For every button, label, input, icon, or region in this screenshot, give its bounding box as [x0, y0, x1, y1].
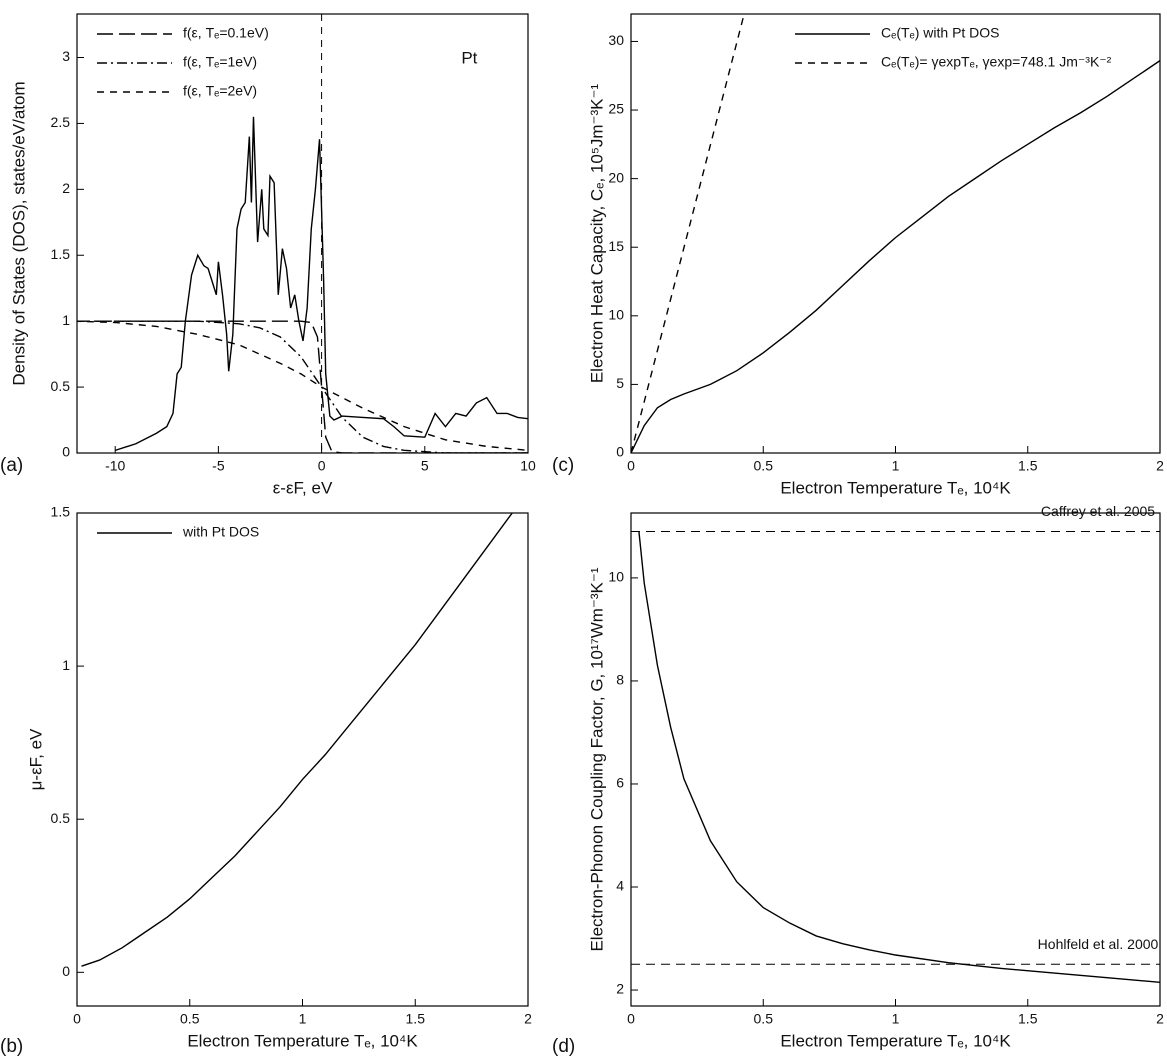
y-tick-label: 30	[608, 32, 624, 48]
legend-label: with Pt DOS	[182, 524, 259, 540]
legend-label: f(ε, Tₑ=0.1eV)	[183, 25, 269, 41]
data-line	[114, 116, 528, 452]
x-tick-label: 2	[1156, 1011, 1164, 1027]
y-tick-label: 3	[62, 48, 70, 64]
y-tick-label: 2.5	[51, 114, 71, 130]
x-tick-label: 1	[892, 458, 900, 474]
y-tick-label: 0.5	[51, 378, 71, 394]
panel-label: (b)	[0, 1036, 23, 1057]
x-tick-label: -5	[212, 458, 225, 474]
y-axis-label: μ-εF, eV	[26, 728, 45, 790]
data-line	[631, 60, 1160, 453]
x-axis-label: ε-εF, eV	[273, 478, 333, 497]
y-tick-label: 2	[62, 180, 70, 196]
y-tick-label: 4	[616, 878, 624, 894]
x-tick-label: -10	[105, 458, 125, 474]
annotation: Pt	[461, 48, 477, 67]
y-axis-label: Density of States (DOS), states/eV/atom	[9, 81, 28, 385]
data-line	[77, 320, 528, 452]
x-tick-label: 1	[892, 1011, 900, 1027]
x-tick-label: 0.5	[754, 458, 774, 474]
y-tick-label: 0	[616, 444, 624, 460]
plot-frame	[630, 13, 1161, 454]
x-tick-label: 0	[73, 1011, 81, 1027]
x-tick-label: 0.5	[180, 1011, 200, 1027]
data-line	[638, 531, 1160, 983]
x-axis-label: Electron Temperature Tₑ, 10⁴K	[780, 1031, 1011, 1050]
x-axis-label: Electron Temperature Tₑ, 10⁴K	[187, 1031, 418, 1050]
y-tick-label: 1	[62, 657, 70, 673]
legend-label: Cₑ(Tₑ) with Pt DOS	[881, 25, 1000, 41]
x-tick-label: 0	[627, 1011, 635, 1027]
y-tick-label: 1	[62, 312, 70, 328]
y-tick-label: 6	[616, 775, 624, 791]
y-tick-label: 10	[608, 307, 624, 323]
plot-frame	[630, 512, 1161, 1007]
y-tick-label: 15	[608, 238, 624, 254]
data-line	[631, 14, 745, 453]
reference-label: Caffrey et al. 2005	[1041, 503, 1155, 519]
x-tick-label: 2	[524, 1011, 532, 1027]
y-tick-label: 20	[608, 169, 624, 185]
plot-frame	[76, 13, 529, 454]
y-tick-label: 2	[616, 981, 624, 997]
x-tick-label: 0.5	[754, 1011, 774, 1027]
y-tick-label: 25	[608, 101, 624, 117]
y-tick-label: 10	[608, 569, 624, 585]
y-tick-label: 5	[616, 375, 624, 391]
y-tick-label: 0	[62, 444, 70, 460]
y-axis-label: Electron-Phonon Coupling Factor, G, 10¹⁷…	[587, 567, 606, 951]
x-tick-label: 1	[299, 1011, 307, 1027]
x-tick-label: 1.5	[1018, 458, 1038, 474]
y-tick-label: 8	[616, 672, 624, 688]
data-line	[77, 320, 528, 453]
x-tick-label: 0	[627, 458, 635, 474]
panel-label: (a)	[0, 455, 23, 476]
legend-label: Cₑ(Tₑ)= γexpTₑ, γexp=748.1 Jm⁻³K⁻²	[881, 54, 1112, 70]
x-tick-label: 0	[318, 458, 326, 474]
y-tick-label: 0.5	[51, 810, 71, 826]
legend-label: f(ε, Tₑ=2eV)	[183, 83, 257, 99]
x-tick-label: 5	[421, 458, 429, 474]
data-line	[81, 513, 513, 967]
y-axis-label: Electron Heat Capacity, Cₑ, 10⁵Jm⁻³K⁻¹	[587, 84, 606, 384]
legend-label: f(ε, Tₑ=1eV)	[183, 54, 257, 70]
data-line	[77, 320, 528, 453]
x-tick-label: 10	[520, 458, 536, 474]
x-tick-label: 1.5	[1018, 1011, 1038, 1027]
panel-label: (c)	[552, 455, 574, 476]
y-tick-label: 1.5	[51, 504, 71, 520]
x-tick-label: 1.5	[406, 1011, 426, 1027]
x-axis-label: Electron Temperature Tₑ, 10⁴K	[780, 478, 1011, 497]
x-tick-label: 2	[1156, 458, 1164, 474]
y-tick-label: 0	[62, 963, 70, 979]
y-tick-label: 1.5	[51, 246, 71, 262]
reference-label: Hohlfeld et al. 2000	[1038, 936, 1159, 952]
panel-label: (d)	[552, 1036, 575, 1057]
